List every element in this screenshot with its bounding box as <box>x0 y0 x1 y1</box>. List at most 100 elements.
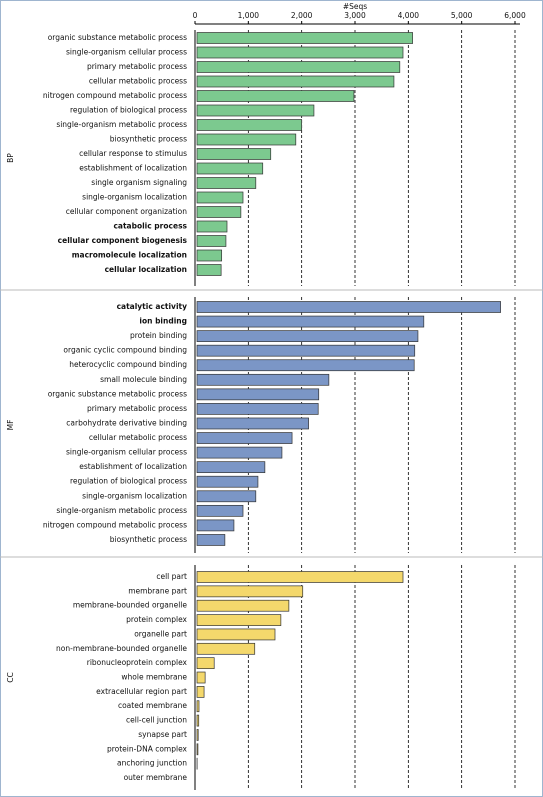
category-label: single-organism localization <box>82 491 187 500</box>
x-tick-label: 1,000 <box>238 11 260 20</box>
category-label: organelle part <box>134 629 187 638</box>
category-label: nitrogen compound metabolic process <box>43 91 187 100</box>
bar <box>196 191 244 204</box>
category-label: protein-DNA complex <box>107 744 188 753</box>
category-label: establishment of localization <box>79 164 187 173</box>
y-axis-label: MF <box>6 420 15 431</box>
bar <box>196 461 266 474</box>
category-label: non-membrane-bounded organelle <box>56 644 187 653</box>
category-label: single organism signaling <box>91 178 187 187</box>
x-tick-label: 0 <box>193 11 198 20</box>
category-label: organic substance metabolic process <box>48 33 187 42</box>
bar <box>196 700 200 713</box>
bar <box>196 490 257 503</box>
bar <box>196 599 290 612</box>
category-label: cellular metabolic process <box>89 77 187 86</box>
category-label: carbohydrate derivative binding <box>66 418 187 427</box>
bar <box>196 614 282 626</box>
category-label: single-organism metabolic process <box>56 120 187 129</box>
bar <box>196 403 319 415</box>
bar <box>196 75 395 88</box>
bar <box>196 177 257 189</box>
bar <box>196 534 226 546</box>
bar <box>196 585 304 598</box>
bar <box>196 359 415 372</box>
category-label: heterocyclic compound binding <box>69 360 187 369</box>
bar <box>196 729 199 741</box>
category-label: protein complex <box>126 615 187 624</box>
x-tick-label: 6,000 <box>504 11 526 20</box>
category-label: single-organism cellular process <box>66 48 187 57</box>
bar <box>196 315 425 328</box>
category-label: biosynthetic process <box>110 135 187 144</box>
category-label: organic substance metabolic process <box>48 389 187 398</box>
category-label: cell-cell junction <box>126 716 187 725</box>
category-label: single-organism metabolic process <box>56 506 187 515</box>
bar <box>196 104 315 117</box>
bar <box>196 61 401 73</box>
category-label: single-organism localization <box>82 193 187 202</box>
category-label: ion binding <box>139 317 187 326</box>
x-tick-label: 2,000 <box>291 11 313 20</box>
bar <box>196 657 215 670</box>
bar <box>196 388 320 401</box>
x-axis-label: #Seqs <box>343 2 367 11</box>
bar <box>196 432 293 444</box>
category-label: cellular component biogenesis <box>58 236 188 245</box>
category-label: cellular component organization <box>66 207 187 216</box>
category-label: catabolic process <box>113 222 187 231</box>
x-tick-label: 4,000 <box>398 11 420 20</box>
category-label: anchoring junction <box>117 759 187 768</box>
category-label: primary metabolic process <box>87 62 187 71</box>
bar <box>196 119 303 131</box>
bar <box>196 90 355 102</box>
category-label: biosynthetic process <box>110 535 187 544</box>
y-axis-label: CC <box>6 672 15 682</box>
category-label: nitrogen compound metabolic process <box>43 520 187 529</box>
category-label: regulation of biological process <box>70 477 187 486</box>
bar <box>196 446 283 459</box>
bar <box>196 671 206 684</box>
category-label: coated membrane <box>118 701 187 710</box>
bar <box>196 344 416 357</box>
category-label: cell part <box>156 572 187 581</box>
bar <box>196 714 200 727</box>
bar <box>196 417 309 430</box>
category-label: synapse part <box>138 730 187 739</box>
bar <box>196 686 205 698</box>
bar <box>196 373 330 386</box>
x-tick-label: 3,000 <box>344 11 366 20</box>
bar <box>196 519 235 532</box>
bar <box>196 220 228 233</box>
bar <box>196 32 413 44</box>
bar <box>196 235 227 247</box>
bar <box>196 162 264 175</box>
category-label: whole membrane <box>121 673 187 682</box>
bar <box>196 133 297 146</box>
category-label: membrane-bounded organelle <box>73 601 188 610</box>
bar <box>196 206 242 218</box>
category-label: outer membrane <box>124 773 188 782</box>
category-label: protein binding <box>130 331 187 340</box>
bar <box>196 148 272 160</box>
category-label: ribonucleoprotein complex <box>87 658 188 667</box>
category-label: membrane part <box>128 586 187 595</box>
bar <box>196 642 256 655</box>
category-label: cellular response to stimulus <box>79 149 187 158</box>
x-tick-label: 5,000 <box>451 11 473 20</box>
category-label: single-organism cellular process <box>66 448 187 457</box>
category-label: cellular metabolic process <box>89 433 187 442</box>
bar <box>196 330 419 342</box>
category-label: catalytic activity <box>117 302 188 311</box>
bar <box>196 628 276 641</box>
bar <box>196 475 259 488</box>
category-label: extracellular region part <box>96 687 187 696</box>
category-label: organic cyclic compound binding <box>63 346 187 355</box>
bar <box>196 504 244 517</box>
bar <box>196 249 223 262</box>
bar <box>196 571 404 583</box>
bar <box>196 46 404 59</box>
category-label: small molecule binding <box>100 375 187 384</box>
